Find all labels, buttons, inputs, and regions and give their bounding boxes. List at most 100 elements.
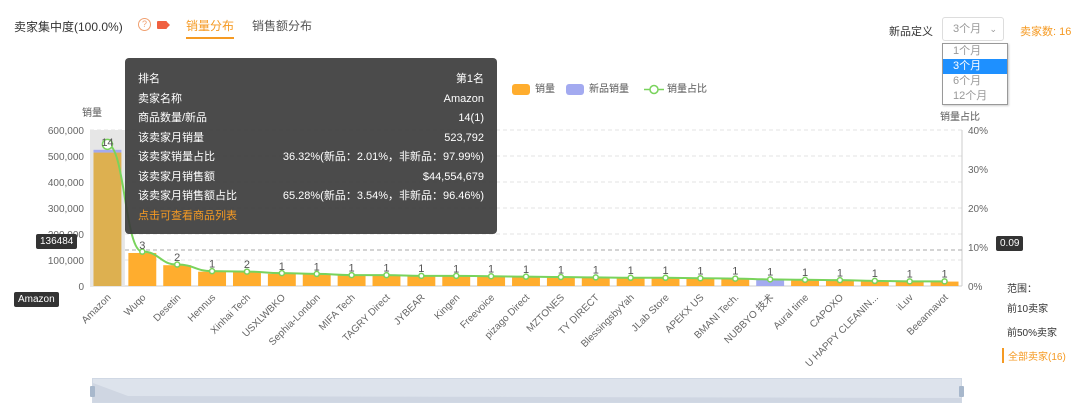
help-icon[interactable]: ? bbox=[138, 18, 151, 31]
share-point bbox=[836, 276, 844, 284]
bar-count-label: 1 bbox=[523, 264, 529, 276]
tooltip: 排名 第1名 卖家名称 Amazon 商品数量/新品 14(1) 该卖家月销量 523,792… bbox=[125, 58, 497, 234]
range-top10[interactable]: 前10卖家 bbox=[1007, 304, 1049, 315]
y2-tick-label: 40% bbox=[968, 126, 988, 137]
share-point bbox=[906, 278, 913, 285]
share-point bbox=[383, 271, 390, 279]
range-top50pct[interactable]: 前50%卖家 bbox=[1007, 328, 1058, 339]
x-tick-label: Kingen bbox=[433, 292, 463, 322]
new-definition-options: 1个月 3个月 6个月 12个月 bbox=[942, 43, 1008, 105]
bar-count-label: 1 bbox=[314, 261, 320, 273]
legend-sales[interactable]: 销量 bbox=[512, 80, 555, 95]
share-point bbox=[557, 273, 565, 281]
bar-count-label: 1 bbox=[802, 267, 808, 279]
share-point bbox=[139, 248, 146, 255]
bar-sales bbox=[93, 152, 122, 286]
bar-count-label: 1 bbox=[697, 265, 703, 277]
bar-count-label: 1 bbox=[732, 266, 738, 278]
y-tick-label: 300,000 bbox=[48, 204, 85, 215]
bar-sales bbox=[581, 277, 610, 286]
share-point bbox=[627, 274, 634, 282]
bar-count-label: 1 bbox=[628, 265, 634, 277]
share-point bbox=[278, 269, 286, 277]
tab-sales-volume[interactable]: 销量分布 bbox=[186, 17, 235, 39]
y2-tick-label: 10% bbox=[968, 243, 988, 254]
y2-tick-label: 20% bbox=[968, 204, 988, 215]
view-products-link[interactable]: 点击可查看商品列表 bbox=[138, 209, 237, 222]
tooltip-value: 65.28%(新品：3.54%，非新品：96.46%) bbox=[282, 190, 484, 202]
bar-sales bbox=[512, 276, 540, 286]
bar-sales bbox=[337, 275, 366, 286]
tooltip-key: 排名 bbox=[138, 73, 160, 85]
tab-sales-amount[interactable]: 销售额分布 bbox=[252, 19, 313, 33]
bar-count-label: 2 bbox=[244, 259, 250, 271]
tooltip-value: Amazon bbox=[443, 92, 484, 105]
tooltip-key: 该卖家月销售额 bbox=[138, 170, 215, 183]
y2-tick-label: 0% bbox=[968, 282, 983, 293]
bar-count-label: 1 bbox=[767, 267, 773, 279]
share-point bbox=[487, 273, 495, 280]
option-6-months[interactable]: 6个月 bbox=[953, 75, 982, 87]
tooltip-key: 商品数量/新品 bbox=[138, 112, 208, 124]
bar-count-label: 1 bbox=[662, 265, 668, 277]
option-1-month[interactable]: 1个月 bbox=[953, 45, 982, 57]
tooltip-key: 该卖家月销售额占比 bbox=[138, 190, 237, 202]
x-tick-label: Aural time bbox=[772, 292, 812, 332]
bar-sales bbox=[791, 280, 819, 286]
share-point bbox=[313, 270, 320, 278]
bar-sales bbox=[198, 271, 227, 286]
x-tick-label: Amazon bbox=[80, 292, 114, 326]
bar-count-label: 1 bbox=[558, 264, 564, 276]
legend-label: 新品销量 bbox=[589, 84, 629, 95]
tooltip-key: 该卖家月销量 bbox=[138, 131, 204, 144]
video-icon[interactable] bbox=[157, 21, 167, 29]
x-tick-label: Wuqo bbox=[122, 292, 148, 318]
bar-count-label: 1 bbox=[907, 268, 913, 280]
range-all[interactable]: 全部卖家(16) bbox=[1002, 348, 1066, 363]
new-definition-label: 新品定义 bbox=[889, 26, 933, 38]
x-tick-label: JYBEAR bbox=[392, 292, 427, 327]
share-point bbox=[732, 275, 739, 282]
bar-sales bbox=[477, 276, 506, 286]
option-3-months[interactable]: 3个月 bbox=[943, 59, 1007, 74]
bar-sales bbox=[721, 278, 750, 286]
bar-count-label: 2 bbox=[174, 252, 180, 264]
bar-new-sales bbox=[756, 279, 785, 286]
slider-preview bbox=[93, 383, 961, 402]
bar-sales bbox=[616, 277, 645, 286]
share-point bbox=[801, 276, 809, 284]
bar-count-label: 1 bbox=[488, 264, 494, 276]
share-point bbox=[871, 277, 879, 285]
share-point bbox=[348, 271, 355, 279]
legend-swatch bbox=[512, 83, 530, 95]
share-point bbox=[243, 268, 251, 275]
datazoom-slider[interactable] bbox=[90, 378, 964, 403]
crosshair-y2-label: 0.09 bbox=[996, 236, 1024, 251]
bar-sales bbox=[442, 276, 471, 286]
slider-left-handle[interactable] bbox=[90, 386, 95, 397]
bar-sales bbox=[302, 274, 331, 286]
option-12-months[interactable]: 12个月 bbox=[953, 90, 988, 102]
select-value: 3个月 bbox=[953, 23, 982, 35]
bar-count-label: 1 bbox=[941, 269, 947, 281]
y-tick-label: 100,000 bbox=[48, 256, 85, 267]
legend-new-sales[interactable]: 新品销量 bbox=[566, 80, 629, 95]
share-point bbox=[592, 274, 600, 281]
bar-count-label: 1 bbox=[837, 268, 843, 280]
share-point bbox=[452, 272, 460, 280]
bar-count-label: 1 bbox=[209, 259, 215, 271]
y2-tick-label: 30% bbox=[968, 165, 988, 176]
bar-sales bbox=[267, 273, 296, 286]
y-axis-title: 销量 bbox=[82, 106, 102, 119]
bar-count-label: 1 bbox=[872, 268, 878, 280]
chevron-down-icon: ⌄ bbox=[989, 24, 997, 34]
y2-axis-title: 销量占比 bbox=[940, 110, 980, 123]
legend-swatch bbox=[566, 83, 584, 95]
tooltip-row: 该卖家月销售额 $44,554,679 bbox=[138, 168, 484, 188]
bar-count-label: 1 bbox=[279, 261, 285, 273]
new-definition-select[interactable]: 3个月 ⌄ bbox=[942, 17, 1004, 41]
slider-right-handle[interactable] bbox=[959, 386, 964, 397]
tooltip-value: 第1名 bbox=[455, 73, 484, 85]
legend-share[interactable]: 销量占比 bbox=[644, 80, 707, 95]
